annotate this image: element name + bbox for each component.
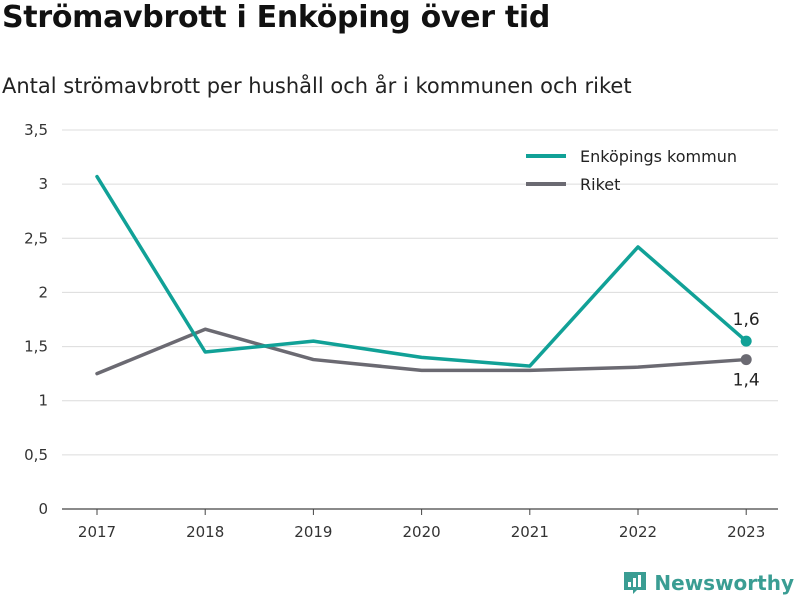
chart-title: Strömavbrott i Enköping över tid: [2, 0, 551, 35]
newsworthy-logo-icon: [624, 572, 647, 594]
y-tick-label: 2,5: [24, 229, 48, 247]
legend-label: Enköpings kommun: [580, 147, 737, 166]
x-axis-ticks: 2017 2018 2019 2020 2021 2022 2023: [78, 509, 765, 541]
series-lines: 1,6 1,4: [95, 174, 760, 391]
y-tick-label: 3: [38, 175, 48, 193]
brand-logo: Newsworthy: [622, 570, 794, 596]
end-data-label: 1,6: [733, 310, 760, 330]
end-data-label: 1,4: [733, 371, 760, 391]
y-axis-ticks: 0 0,5 1 1,5 2 2,5 3 3,5: [24, 121, 48, 518]
x-tick-label: 2017: [78, 523, 116, 541]
legend: Enköpings kommun Riket: [526, 147, 737, 194]
series-end-point: [740, 354, 752, 366]
legend-label: Riket: [580, 175, 620, 194]
series-end-point: [740, 335, 752, 347]
y-tick-label: 2: [38, 283, 48, 301]
x-tick-label: 2019: [294, 523, 332, 541]
y-tick-label: 0,5: [24, 446, 48, 464]
series-line: [95, 174, 748, 368]
brand-name: Newsworthy: [654, 571, 794, 595]
series-line: [95, 327, 748, 376]
x-tick-label: 2023: [727, 523, 765, 541]
x-tick-label: 2021: [511, 523, 549, 541]
x-tick-label: 2020: [403, 523, 441, 541]
y-tick-label: 0: [38, 500, 48, 518]
y-tick-label: 1,5: [24, 338, 48, 356]
chart-subtitle: Antal strömavbrott per hushåll och år i …: [2, 74, 632, 98]
x-tick-label: 2022: [619, 523, 657, 541]
y-tick-label: 1: [38, 392, 48, 410]
y-tick-label: 3,5: [24, 121, 48, 139]
grid-lines: [62, 129, 778, 510]
x-tick-label: 2018: [186, 523, 224, 541]
